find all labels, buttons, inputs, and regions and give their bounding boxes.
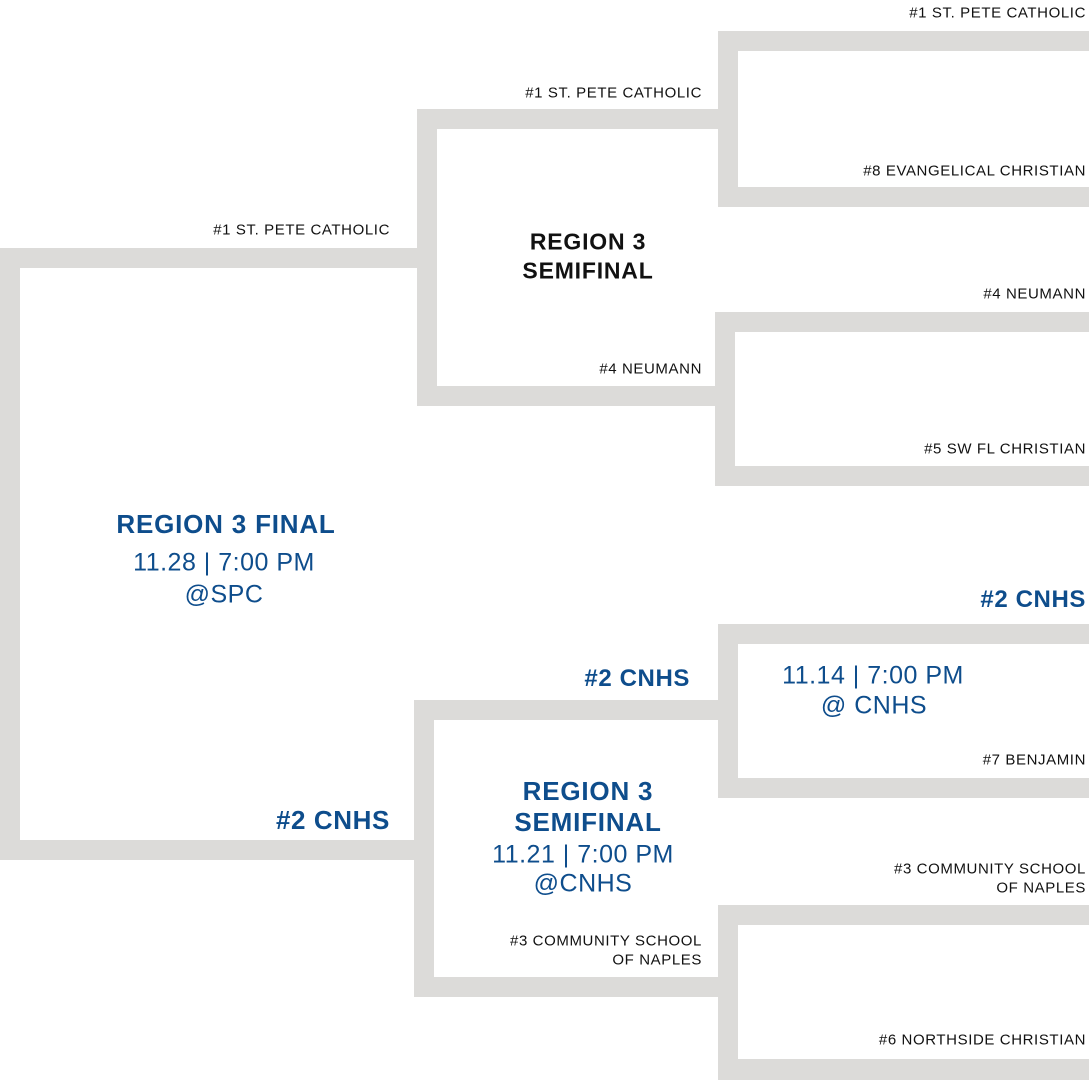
semifinal1-top-line (417, 109, 738, 129)
final-bracket-bottom-line (0, 840, 434, 860)
semifinal2-title-line2: SEMIFINAL (514, 807, 662, 837)
round1-game4-top-team-line2: OF NAPLES (996, 879, 1086, 897)
round1-game4-bottom-team: #6 NORTHSIDE CHRISTIAN (878, 1031, 1086, 1049)
round1-game4-bottom-line (718, 1059, 1089, 1080)
semifinal1-title-line1: REGION 3 (529, 228, 647, 255)
final-top-team: #1 ST. PETE CATHOLIC (213, 221, 390, 239)
semifinal2-venue: @CNHS (533, 869, 633, 898)
round1-game3-date: 11.14 | 7:00 PM (782, 661, 964, 690)
round1-game1-bottom-team: #8 EVANGELICAL CHRISTIAN (863, 162, 1086, 180)
semifinal2-bottom-team-line1: #3 COMMUNITY SCHOOL (510, 932, 702, 950)
semifinal1-bottom-line (417, 386, 735, 406)
final-bottom-team: #2 CNHS (275, 805, 390, 835)
semifinal2-date: 11.21 | 7:00 PM (492, 840, 674, 869)
round1-game2-vertical-line (715, 312, 735, 486)
semifinal1-title-line2: SEMIFINAL (522, 257, 654, 284)
semifinal2-bottom-team-line2: OF NAPLES (612, 951, 702, 969)
final-bracket-vertical-line (0, 248, 20, 860)
round1-game2-bottom-line (715, 466, 1089, 486)
round1-game4-vertical-line (718, 905, 738, 1080)
semifinal2-title-line1: REGION 3 (522, 776, 654, 806)
round1-game1-top-line (718, 31, 1089, 51)
round1-game4-top-team-line1: #3 COMMUNITY SCHOOL (894, 860, 1086, 878)
round1-game1-top-team: #1 ST. PETE CATHOLIC (909, 4, 1086, 22)
round1-game2-top-team: #4 NEUMANN (983, 285, 1086, 303)
final-date: 11.28 | 7:00 PM (133, 548, 315, 577)
semifinal1-top-team: #1 ST. PETE CATHOLIC (525, 84, 702, 102)
round1-game3-vertical-line (718, 624, 738, 798)
round1-game3-venue: @ CNHS (820, 691, 928, 720)
semifinal2-top-line (414, 700, 738, 720)
round1-game2-bottom-team: #5 SW FL CHRISTIAN (924, 440, 1086, 458)
semifinal2-top-team: #2 CNHS (584, 665, 690, 692)
round1-game4-top-line (718, 905, 1089, 925)
round1-game3-bottom-team: #7 BENJAMIN (982, 751, 1086, 769)
final-bracket-top-line (0, 248, 437, 268)
round1-game3-top-line (718, 624, 1089, 644)
semifinal2-vertical-line (414, 700, 434, 997)
round1-game1-vertical-line (718, 31, 738, 207)
final-venue: @SPC (184, 580, 264, 609)
round1-game3-bottom-line (718, 778, 1089, 798)
final-title: REGION 3 FINAL (116, 509, 336, 539)
round1-game1-bottom-line (718, 187, 1089, 207)
semifinal1-bottom-team: #4 NEUMANN (599, 360, 702, 378)
round1-game3-top-team: #2 CNHS (980, 586, 1086, 613)
semifinal1-vertical-line (417, 109, 437, 406)
semifinal2-bottom-line (414, 977, 738, 997)
round1-game2-top-line (715, 312, 1089, 332)
